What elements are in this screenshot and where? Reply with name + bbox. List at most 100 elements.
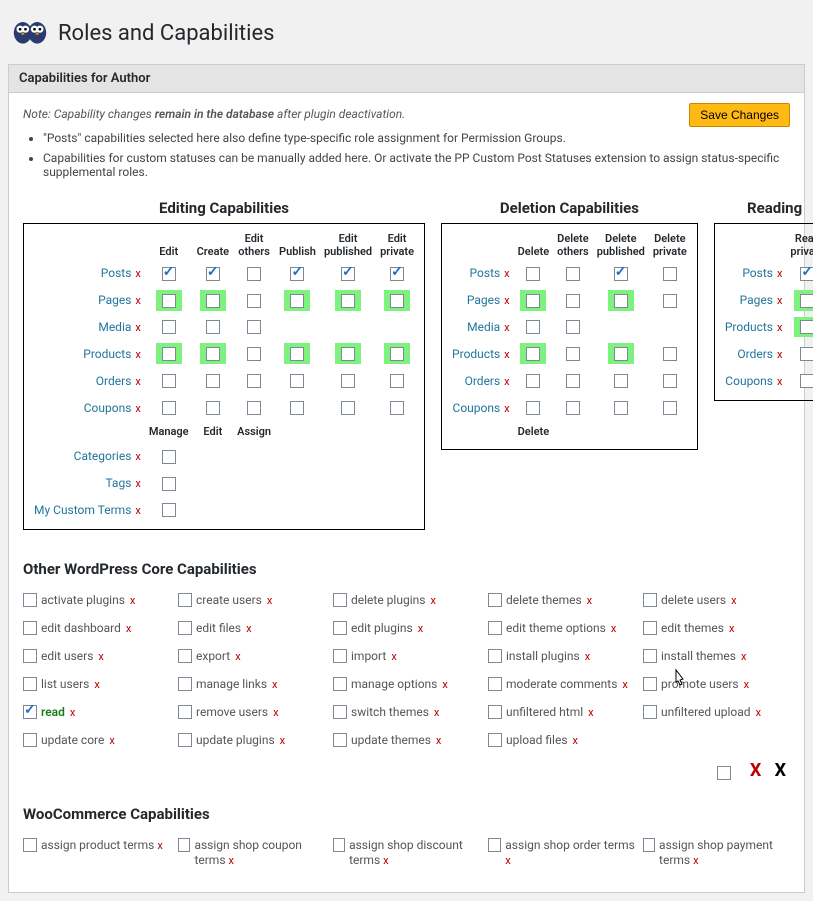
capability-checkbox[interactable] <box>526 294 540 308</box>
capability-checkbox[interactable] <box>341 267 355 281</box>
capability-checkbox[interactable] <box>566 347 580 361</box>
capability-checkbox[interactable] <box>614 294 628 308</box>
remove-row-icon[interactable]: x <box>135 294 140 307</box>
capability-checkbox[interactable] <box>333 677 347 691</box>
remove-cap-icon[interactable]: x <box>436 734 441 747</box>
row-pages[interactable]: Pages x <box>448 287 514 314</box>
capability-checkbox[interactable] <box>663 401 677 415</box>
capability-checkbox[interactable] <box>178 705 192 719</box>
remove-row-icon[interactable]: x <box>135 477 140 490</box>
capability-checkbox[interactable] <box>162 401 176 415</box>
remove-row-icon[interactable]: x <box>135 348 140 361</box>
capability-checkbox[interactable] <box>390 267 404 281</box>
remove-cap-icon[interactable]: x <box>130 594 135 607</box>
save-changes-button[interactable]: Save Changes <box>689 103 790 127</box>
capability-checkbox[interactable] <box>526 347 540 361</box>
row-posts[interactable]: Posts x <box>30 260 145 287</box>
capability-checkbox[interactable] <box>247 294 261 308</box>
capability-checkbox[interactable] <box>162 267 176 281</box>
capability-checkbox[interactable] <box>247 401 261 415</box>
remove-row-icon[interactable]: x <box>504 294 509 307</box>
capability-checkbox[interactable] <box>333 733 347 747</box>
capability-checkbox[interactable] <box>178 733 192 747</box>
capability-checkbox[interactable] <box>247 320 261 334</box>
remove-cap-icon[interactable]: x <box>585 650 590 663</box>
capability-checkbox[interactable] <box>800 294 813 308</box>
capability-checkbox[interactable] <box>663 267 677 281</box>
capability-checkbox[interactable] <box>206 320 220 334</box>
remove-row-icon[interactable]: x <box>504 375 509 388</box>
capability-checkbox[interactable] <box>23 621 37 635</box>
remove-cap-icon[interactable]: x <box>587 594 592 607</box>
capability-checkbox[interactable] <box>247 347 261 361</box>
remove-cap-icon[interactable]: x <box>109 734 114 747</box>
capability-checkbox[interactable] <box>162 374 176 388</box>
capability-checkbox[interactable] <box>341 374 355 388</box>
capability-checkbox[interactable] <box>290 401 304 415</box>
row-coupons[interactable]: Coupons x <box>448 394 514 421</box>
remove-row-icon[interactable]: x <box>777 321 782 334</box>
capability-checkbox[interactable] <box>23 593 37 607</box>
remove-cap-icon[interactable]: x <box>246 622 251 635</box>
capability-checkbox[interactable] <box>341 401 355 415</box>
remove-cap-icon[interactable]: x <box>505 854 510 867</box>
remove-cap-icon[interactable]: x <box>741 650 746 663</box>
capability-checkbox[interactable] <box>162 320 176 334</box>
remove-cap-icon[interactable]: x <box>731 594 736 607</box>
capability-checkbox[interactable] <box>333 621 347 635</box>
row-products[interactable]: Products x <box>721 314 787 341</box>
remove-cap-icon[interactable]: x <box>229 854 234 867</box>
capability-checkbox[interactable] <box>526 320 540 334</box>
capability-checkbox[interactable] <box>643 649 657 663</box>
remove-cap-icon[interactable]: x <box>272 678 277 691</box>
capability-checkbox[interactable] <box>800 374 813 388</box>
remove-row-icon[interactable]: x <box>135 402 140 415</box>
remove-cap-icon[interactable]: x <box>693 854 698 867</box>
bulk-toggle-checkbox[interactable] <box>717 766 731 780</box>
capability-checkbox[interactable] <box>488 705 502 719</box>
remove-cap-icon[interactable]: x <box>235 650 240 663</box>
capability-checkbox[interactable] <box>390 374 404 388</box>
remove-cap-icon[interactable]: x <box>744 678 749 691</box>
remove-cap-icon[interactable]: x <box>126 622 131 635</box>
capability-checkbox[interactable] <box>290 374 304 388</box>
remove-cap-icon[interactable]: x <box>70 706 75 719</box>
capability-checkbox[interactable] <box>800 267 813 281</box>
capability-checkbox[interactable] <box>162 503 176 517</box>
remove-row-icon[interactable]: x <box>504 321 509 334</box>
capability-checkbox[interactable] <box>643 677 657 691</box>
row-media[interactable]: Media x <box>30 314 145 341</box>
remove-cap-icon[interactable]: x <box>430 594 435 607</box>
capability-checkbox[interactable] <box>390 401 404 415</box>
capability-checkbox[interactable] <box>290 267 304 281</box>
capability-checkbox[interactable] <box>333 649 347 663</box>
capability-checkbox[interactable] <box>333 838 345 852</box>
capability-checkbox[interactable] <box>566 374 580 388</box>
capability-checkbox[interactable] <box>643 593 657 607</box>
remove-cap-icon[interactable]: x <box>729 622 734 635</box>
capability-checkbox[interactable] <box>23 705 37 719</box>
capability-checkbox[interactable] <box>178 649 192 663</box>
remove-cap-icon[interactable]: x <box>442 678 447 691</box>
capability-checkbox[interactable] <box>488 593 502 607</box>
capability-checkbox[interactable] <box>643 621 657 635</box>
capability-checkbox[interactable] <box>341 347 355 361</box>
capability-checkbox[interactable] <box>614 401 628 415</box>
remove-row-icon[interactable]: x <box>135 504 140 517</box>
capability-checkbox[interactable] <box>247 374 261 388</box>
remove-cap-icon[interactable]: x <box>588 706 593 719</box>
row-coupons[interactable]: Coupons x <box>721 367 787 394</box>
capability-checkbox[interactable] <box>390 294 404 308</box>
capability-checkbox[interactable] <box>566 294 580 308</box>
capability-checkbox[interactable] <box>162 477 176 491</box>
capability-checkbox[interactable] <box>206 347 220 361</box>
capability-checkbox[interactable] <box>643 705 657 719</box>
remove-cap-icon[interactable]: x <box>273 706 278 719</box>
capability-checkbox[interactable] <box>800 347 813 361</box>
row-products[interactable]: Products x <box>30 340 145 367</box>
capability-checkbox[interactable] <box>247 267 261 281</box>
capability-checkbox[interactable] <box>488 838 501 852</box>
capability-checkbox[interactable] <box>488 733 502 747</box>
remove-cap-icon[interactable]: x <box>391 650 396 663</box>
capability-checkbox[interactable] <box>206 401 220 415</box>
